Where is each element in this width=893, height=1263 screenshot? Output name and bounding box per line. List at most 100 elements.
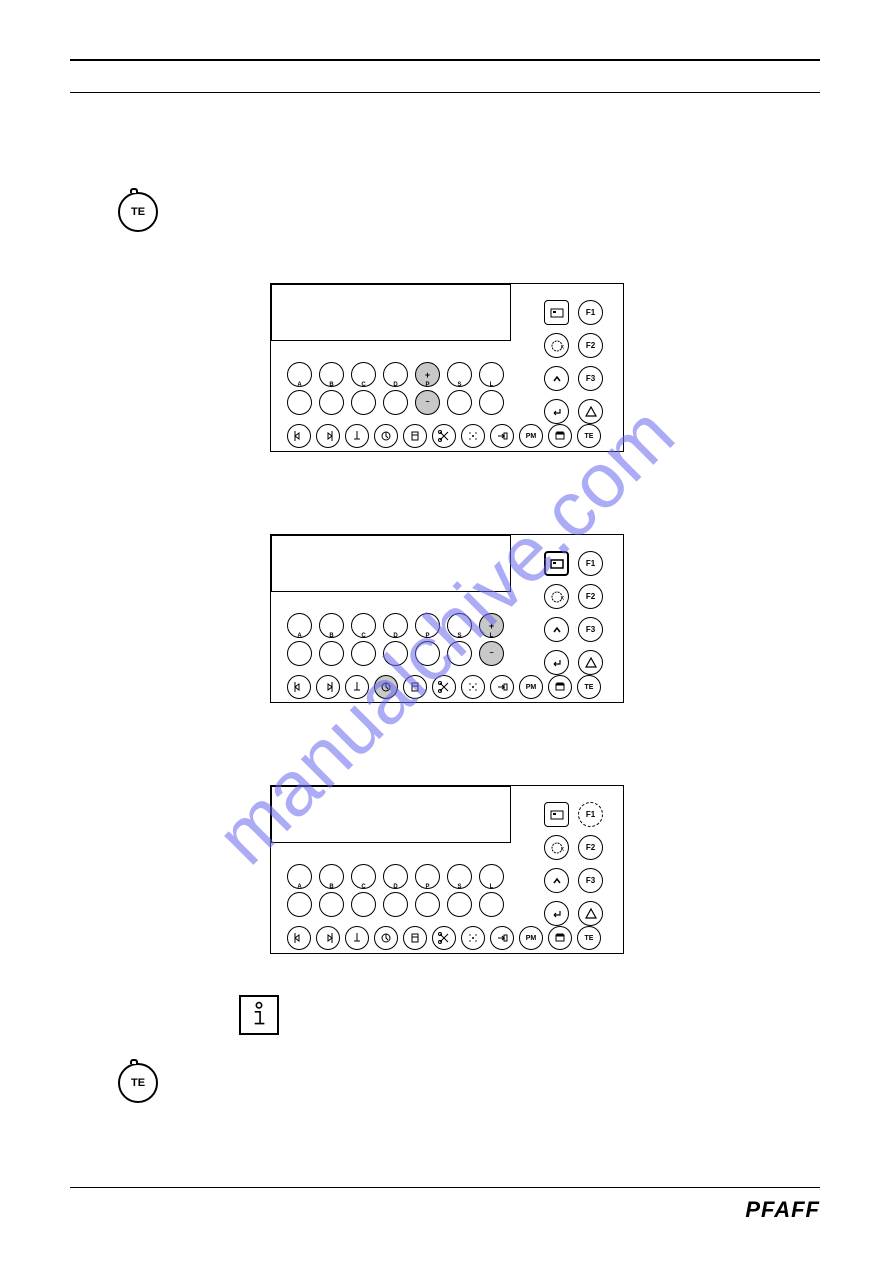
btn-p[interactable]: P [415,641,440,666]
btn-s[interactable]: S [447,892,472,917]
icon-btn-7[interactable] [461,424,485,448]
btn-l[interactable]: L [479,390,504,415]
f2-btn[interactable]: F2 [578,835,603,860]
btn-te-small[interactable]: TE [577,926,601,950]
btn-pm[interactable]: PM [519,424,543,448]
lcd-screen [271,284,511,341]
te-button-1[interactable]: TE [118,192,158,232]
control-panel-1: + A B C D P− S L PM TE K F1 F2 F3 [270,283,624,452]
rule-top-thin [70,92,820,93]
f1-btn[interactable]: F1 [578,551,603,576]
clock-icon-btn[interactable]: K [544,584,569,609]
btn-d[interactable]: D [383,641,408,666]
f2-btn[interactable]: F2 [578,584,603,609]
btn-p[interactable]: P [415,892,440,917]
btn-b[interactable]: B [319,892,344,917]
icon-btn-1[interactable] [287,675,311,699]
btn-c[interactable]: C [351,892,376,917]
card-icon-btn[interactable] [544,802,569,827]
stop-btn[interactable] [578,650,603,675]
svg-text:K: K [561,596,564,602]
f1-btn[interactable]: F1 [578,802,603,827]
icon-btn-3[interactable] [345,675,369,699]
btn-d[interactable]: D [383,390,408,415]
btn-s[interactable]: S [447,390,472,415]
icon-btn-2[interactable] [316,926,340,950]
icon-btn-10[interactable] [548,424,572,448]
icon-btn-4[interactable] [374,424,398,448]
icon-btn-6[interactable] [432,424,456,448]
btn-l[interactable]: L [479,892,504,917]
icon-btn-3[interactable] [345,926,369,950]
icon-btn-4[interactable] [374,675,398,699]
te-label: TE [131,206,145,218]
label-button-row: A B C D P− S L [287,390,504,415]
svg-text:K: K [561,847,564,853]
right-col-2: F1 F2 F3 [578,551,603,675]
right-col-1: K [544,802,569,926]
bottom-icon-row: PM TE [287,424,601,448]
btn-minus[interactable]: L− [479,641,504,666]
rule-top-thick [70,59,820,61]
stop-btn[interactable] [578,901,603,926]
icon-btn-2[interactable] [316,424,340,448]
up-arrow-btn[interactable] [544,366,569,391]
icon-btn-7[interactable] [461,926,485,950]
bottom-icon-row: PM TE [287,675,601,699]
btn-d[interactable]: D [383,892,408,917]
btn-pm[interactable]: PM [519,926,543,950]
btn-s[interactable]: S [447,641,472,666]
te-label: TE [131,1077,145,1089]
btn-b[interactable]: B [319,390,344,415]
btn-a[interactable]: A [287,390,312,415]
label-button-row: A B C D P S L [287,892,504,917]
clock-icon-btn[interactable]: K [544,835,569,860]
icon-btn-8[interactable] [490,675,514,699]
btn-te-small[interactable]: TE [577,424,601,448]
f1-btn[interactable]: F1 [578,300,603,325]
f3-btn[interactable]: F3 [578,868,603,893]
icon-btn-6[interactable] [432,675,456,699]
icon-btn-3[interactable] [345,424,369,448]
up-arrow-btn[interactable] [544,868,569,893]
card-icon-btn[interactable] [544,551,569,576]
icon-btn-6[interactable] [432,926,456,950]
lcd-screen [271,786,511,843]
btn-a[interactable]: A [287,892,312,917]
enter-btn[interactable] [544,901,569,926]
label-button-row: A B C D P S L− [287,641,504,666]
f2-btn[interactable]: F2 [578,333,603,358]
brand-logo: PFAFF [745,1197,820,1223]
lcd-screen [271,535,511,592]
icon-btn-5[interactable] [403,675,427,699]
btn-pm[interactable]: PM [519,675,543,699]
icon-btn-8[interactable] [490,424,514,448]
icon-btn-10[interactable] [548,675,572,699]
btn-te-small[interactable]: TE [577,675,601,699]
up-arrow-btn[interactable] [544,617,569,642]
icon-btn-5[interactable] [403,424,427,448]
btn-a[interactable]: A [287,641,312,666]
icon-btn-10[interactable] [548,926,572,950]
icon-btn-5[interactable] [403,926,427,950]
icon-btn-2[interactable] [316,675,340,699]
btn-b[interactable]: B [319,641,344,666]
icon-btn-7[interactable] [461,675,485,699]
btn-c[interactable]: C [351,641,376,666]
right-col-1: K [544,551,569,675]
enter-btn[interactable] [544,650,569,675]
icon-btn-8[interactable] [490,926,514,950]
te-button-2[interactable]: TE [118,1063,158,1103]
enter-btn[interactable] [544,399,569,424]
icon-btn-4[interactable] [374,926,398,950]
icon-btn-1[interactable] [287,424,311,448]
btn-minus[interactable]: P− [415,390,440,415]
f3-btn[interactable]: F3 [578,617,603,642]
clock-icon-btn[interactable]: K [544,333,569,358]
btn-c[interactable]: C [351,390,376,415]
f3-btn[interactable]: F3 [578,366,603,391]
rule-bottom [70,1187,820,1188]
card-icon-btn[interactable] [544,300,569,325]
icon-btn-1[interactable] [287,926,311,950]
stop-btn[interactable] [578,399,603,424]
